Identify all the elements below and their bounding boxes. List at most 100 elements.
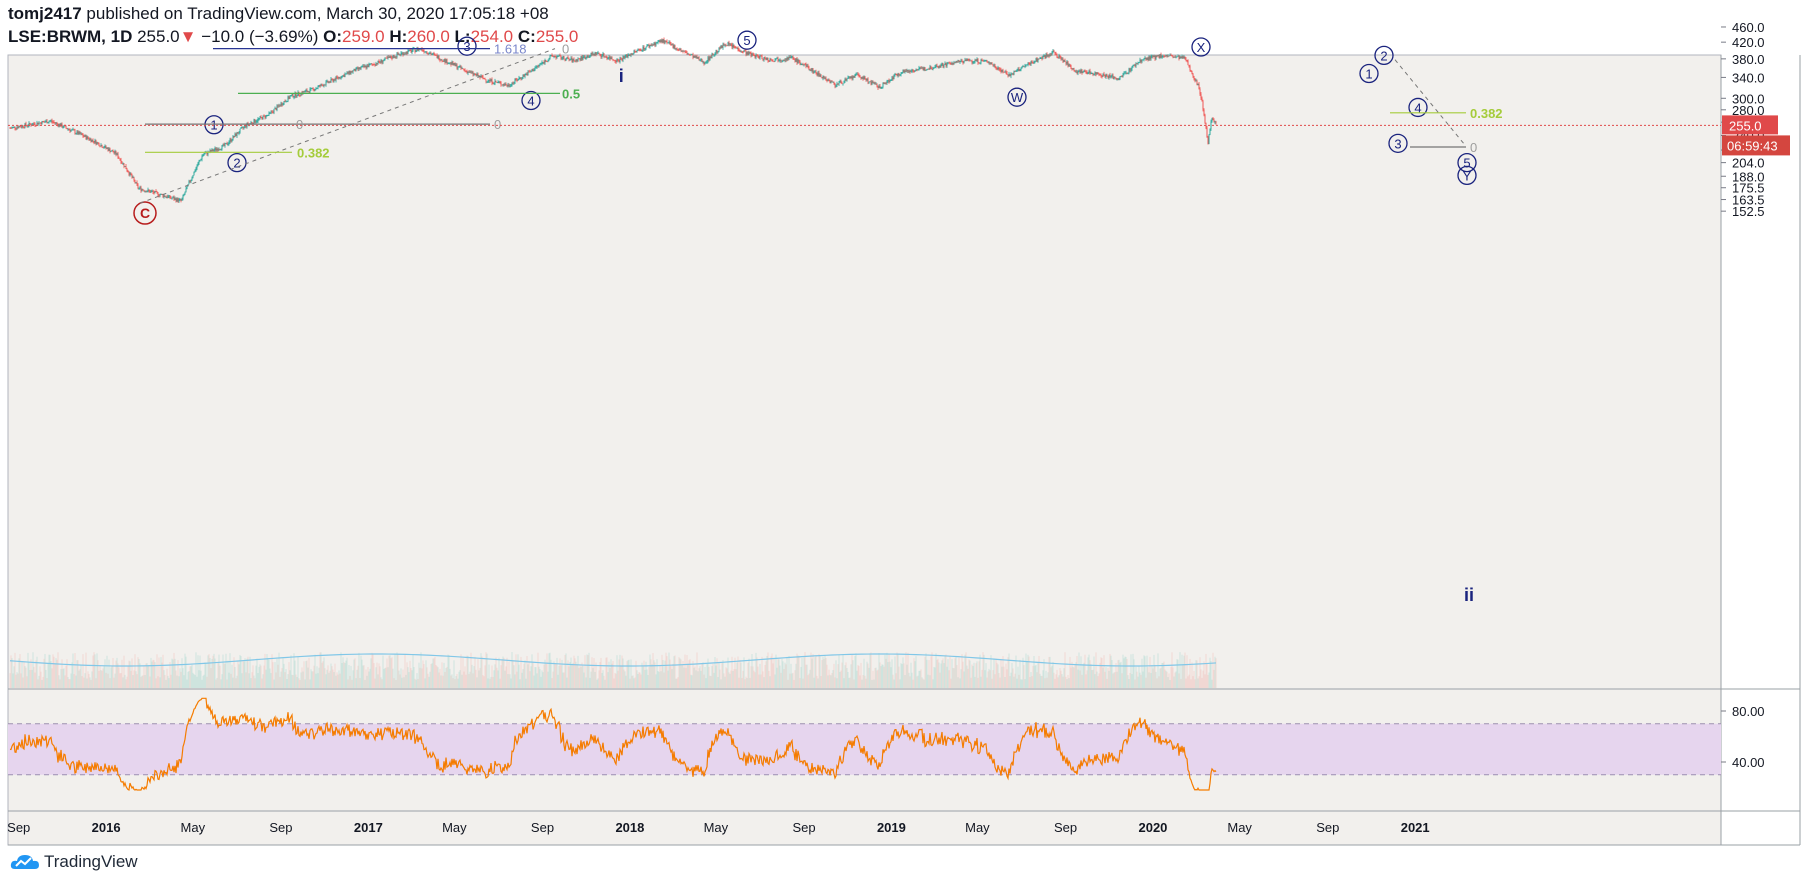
volume-bar <box>1007 657 1009 688</box>
candle-body <box>805 64 807 67</box>
brand-name[interactable]: TradingView <box>44 852 138 871</box>
volume-bar <box>149 676 151 688</box>
candle-body <box>1032 62 1034 64</box>
volume-bar <box>461 674 463 688</box>
wave-1-2020-circle <box>1359 63 1379 84</box>
volume-bar <box>1041 675 1043 688</box>
candle-body <box>450 62 452 65</box>
candle-body <box>569 59 571 61</box>
volume-bar <box>911 672 913 688</box>
candle-body <box>553 56 555 57</box>
volume-bar <box>650 659 652 688</box>
volume-bar <box>75 675 77 688</box>
candle-body <box>1197 83 1199 86</box>
candle-body <box>303 91 305 93</box>
candle-body <box>922 67 924 71</box>
volume-bar <box>212 655 214 688</box>
volume-bar <box>781 658 783 688</box>
volume-bar <box>1132 653 1134 688</box>
candle-body <box>752 53 754 55</box>
volume-bar <box>712 663 714 688</box>
candle-body <box>428 53 430 55</box>
candle-body <box>143 190 145 192</box>
candle-body <box>659 40 661 43</box>
candle-body <box>719 47 721 49</box>
candle-body <box>194 171 196 172</box>
time-tick-label: 2020 <box>1138 820 1167 835</box>
volume-bar <box>1135 666 1137 688</box>
volume-bar <box>1192 676 1194 688</box>
candle-body <box>1208 134 1210 145</box>
volume-bar <box>901 664 903 688</box>
candle-body <box>985 60 987 62</box>
volume-bar <box>748 658 750 688</box>
candle-body <box>876 83 878 87</box>
candle-body <box>466 70 468 74</box>
volume-bar <box>730 670 732 688</box>
volume-bar <box>998 673 1000 688</box>
candle-body <box>802 64 804 66</box>
candle-body <box>393 55 395 58</box>
volume-bar <box>283 663 285 688</box>
candle-body <box>693 55 695 58</box>
volume-bar <box>46 678 48 688</box>
candle-body <box>751 53 753 56</box>
volume-bar <box>1064 652 1066 688</box>
volume-bar <box>793 679 795 688</box>
volume-bar <box>250 678 252 688</box>
candle-body <box>1136 63 1138 65</box>
volume-bar <box>916 676 918 688</box>
candle-body <box>172 197 174 199</box>
candle-body <box>159 194 161 196</box>
symbol-label[interactable]: LSE:BRWM, 1D <box>8 27 133 46</box>
volume-bar <box>172 659 174 688</box>
volume-bar <box>368 671 370 688</box>
volume-bar <box>746 678 748 688</box>
volume-bar <box>196 676 198 688</box>
candle-body <box>901 72 903 74</box>
candle-body <box>111 150 113 152</box>
volume-bar <box>74 652 76 688</box>
volume-bar <box>591 657 593 688</box>
candle-body <box>1138 62 1140 64</box>
volume-bar <box>695 670 697 688</box>
candle-body <box>797 59 799 63</box>
volume-bar <box>765 661 767 688</box>
candle-body <box>1043 55 1045 57</box>
volume-bar <box>564 654 566 688</box>
volume-bar <box>1090 664 1092 688</box>
candle-body <box>525 74 527 75</box>
candle-body <box>1126 72 1128 74</box>
volume-bar <box>189 666 191 688</box>
candle-body <box>743 50 745 53</box>
volume-bar <box>593 658 595 688</box>
volume-bar <box>470 652 472 688</box>
volume-bar <box>478 670 480 688</box>
candle-body <box>617 59 619 61</box>
candle-body <box>609 56 611 60</box>
volume-bar <box>503 657 505 688</box>
volume-bar <box>70 673 72 688</box>
volume-bar <box>307 667 309 688</box>
candle-body <box>986 60 988 63</box>
volume-bar <box>572 662 574 688</box>
volume-bar <box>341 663 343 688</box>
author-name[interactable]: tomj2417 <box>8 4 82 23</box>
candle-body <box>1193 76 1195 79</box>
candle-body <box>530 71 532 72</box>
candle-body <box>1036 58 1038 62</box>
candle-body <box>342 75 344 76</box>
volume-bar <box>1182 664 1184 688</box>
volume-bar <box>633 678 635 688</box>
volume-bar <box>1062 676 1064 688</box>
chart-canvas[interactable]: iii53X214W12435YC1.61800.5000.3820.3820 … <box>0 0 1805 850</box>
candle-body <box>197 163 199 167</box>
volume-bar <box>116 657 118 688</box>
volume-bar <box>348 665 350 688</box>
volume-bar <box>1142 671 1144 688</box>
volume-bar <box>850 664 852 688</box>
volume-bar <box>1085 674 1087 688</box>
volume-bar <box>1186 655 1188 688</box>
candle-body <box>567 57 569 59</box>
candle-body <box>675 48 677 50</box>
